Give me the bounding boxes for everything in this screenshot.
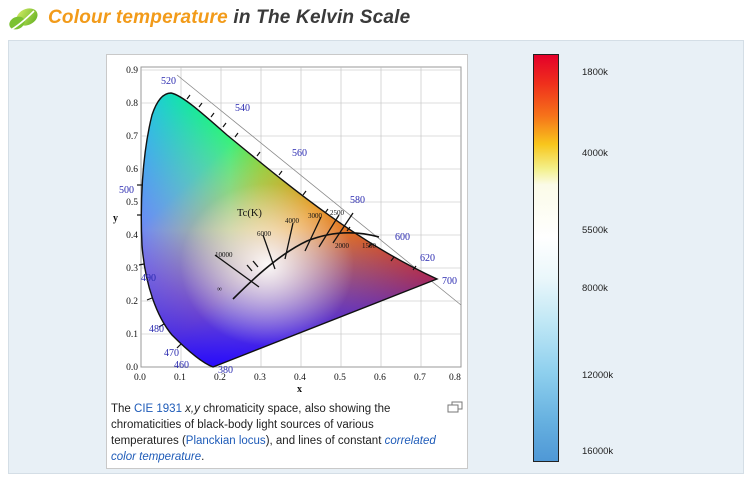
x-tick-label: 0.5: [334, 373, 346, 383]
x-tick-label: 0.3: [254, 373, 266, 383]
x-tick-label: 0.4: [294, 373, 306, 383]
wavelength-label: 580: [350, 195, 365, 206]
y-tick-label: 0.6: [126, 165, 138, 175]
y-tick-label: 0.5: [126, 198, 138, 208]
scale-label: 16000k: [582, 446, 614, 457]
cct-label: 4000: [285, 217, 300, 225]
wavelength-label: 560: [292, 148, 307, 159]
x-tick-label: 0.7: [414, 373, 426, 383]
wavelength-label: 460: [174, 360, 189, 371]
spectral-locus: [140, 92, 439, 368]
caption-text: chromaticity space, also showing the chr…: [111, 403, 391, 447]
tc-label: Tc(K): [237, 208, 262, 219]
cct-label: 2000: [335, 242, 350, 250]
correlated-color-temperature-link[interactable]: correlated color temperature: [111, 435, 436, 463]
wavelength-label: 470: [164, 348, 179, 359]
figure-caption: The CIE 1931 x,y chromaticity space, als…: [111, 401, 439, 465]
enlarge-icon[interactable]: [447, 401, 463, 413]
kelvin-color-scale-bar: [533, 54, 559, 462]
caption-text: ), and lines of constant: [265, 435, 385, 447]
y-tick-label: 0.2: [126, 297, 138, 307]
leaf-logo-icon: [8, 8, 38, 32]
cct-labels: 10000 6000 4000 3000 2500 2000 1500 ∞: [215, 209, 377, 293]
scale-label: 4000k: [582, 148, 608, 159]
x-axis-label: x: [297, 384, 302, 395]
scale-label: 5500k: [582, 225, 608, 236]
wavelength-label: 600: [395, 232, 410, 243]
cct-label: 6000: [257, 230, 272, 238]
caption-text: The: [111, 403, 135, 415]
title-rest: in The Kelvin Scale: [227, 7, 411, 28]
wavelength-label: 540: [235, 103, 250, 114]
wavelength-label: 480: [149, 324, 164, 335]
wavelength-label: 520: [161, 76, 176, 87]
x-tick-label: 0.1: [174, 373, 186, 383]
y-tick-label: 0.0: [126, 363, 138, 373]
wavelength-label: 380: [218, 365, 233, 376]
y-tick-label: 0.7: [126, 132, 138, 142]
y-tick-label: 0.4: [126, 231, 138, 241]
y-tick-labels: 0.0 0.1 0.2 0.3 0.4 0.5 0.6 0.7 0.8 0.9: [126, 66, 138, 373]
wavelength-label: 500: [119, 185, 134, 196]
y-tick-label: 0.3: [126, 264, 138, 274]
wavelength-labels: 520 540 560 580 600 620 700 500 490 480 …: [119, 76, 457, 376]
diagonal-line: [176, 74, 462, 306]
y-tick-label: 0.9: [126, 66, 138, 76]
cie-1931-link[interactable]: CIE 1931: [134, 403, 182, 415]
wavelength-label: 700: [442, 276, 457, 287]
locus-ticks: [137, 94, 417, 349]
planckian-locus: [232, 232, 380, 300]
caption-italic: x,y: [185, 403, 200, 415]
planckian-locus-link[interactable]: Planckian locus: [185, 435, 266, 447]
cct-label: 1500: [362, 242, 377, 250]
figure-thumbnail: 0.0 0.1 0.2 0.3 0.4 0.5 0.6 0.7 0.8 x 0.…: [106, 54, 468, 469]
x-tick-label: 0.0: [134, 373, 146, 383]
cie-chromaticity-diagram: 0.0 0.1 0.2 0.3 0.4 0.5 0.6 0.7 0.8 x 0.…: [113, 66, 462, 395]
page-title: Colour temperature in The Kelvin Scale: [48, 7, 410, 29]
wavelength-label: 490: [141, 273, 156, 284]
x-tick-label: 0.2: [214, 373, 226, 383]
cct-lines: [214, 212, 354, 288]
x-tick-labels: 0.0 0.1 0.2 0.3 0.4 0.5 0.6 0.7 0.8: [134, 373, 461, 383]
y-tick-label: 0.8: [126, 99, 138, 109]
cct-label: 10000: [215, 251, 233, 259]
x-tick-label: 0.6: [374, 373, 386, 383]
scale-label: 8000k: [582, 283, 608, 294]
cct-label: 2500: [330, 209, 345, 217]
cct-label: ∞: [217, 285, 222, 293]
scale-label: 12000k: [582, 370, 614, 381]
title-bar: Colour temperature in The Kelvin Scale: [0, 0, 750, 38]
y-axis-label: y: [113, 213, 118, 224]
x-tick-label: 0.8: [449, 373, 461, 383]
caption-text: .: [201, 451, 205, 463]
y-tick-label: 0.1: [126, 330, 138, 340]
scale-label: 1800k: [582, 67, 608, 78]
cct-label: 3000: [308, 212, 323, 220]
wavelength-label: 620: [420, 253, 435, 264]
title-accent: Colour temperature: [48, 7, 228, 28]
